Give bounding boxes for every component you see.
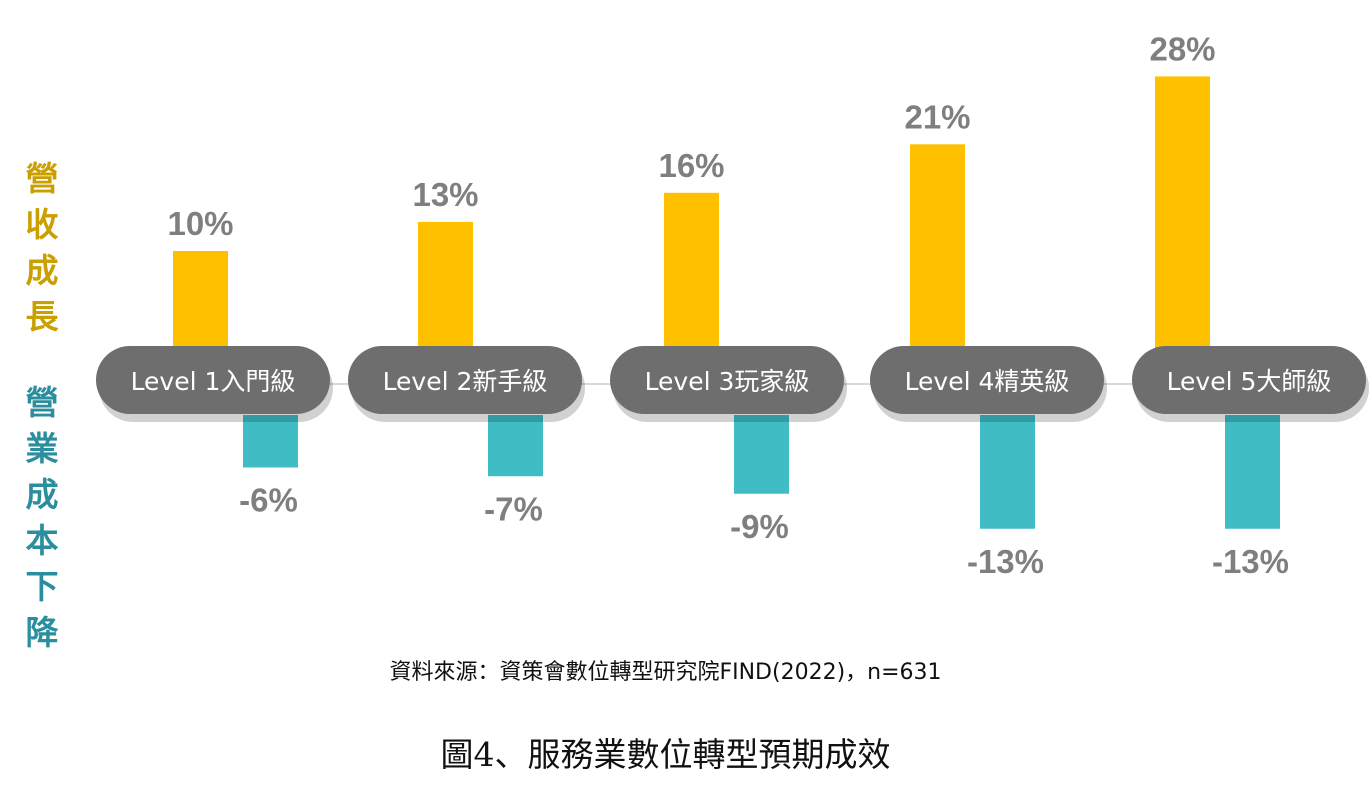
growth-bar	[1155, 76, 1210, 349]
cost-reduction-label-char: 下	[25, 567, 59, 606]
figure-caption: 圖4、服務業數位轉型預期成效	[440, 735, 891, 774]
cost-bar	[243, 415, 298, 468]
revenue-growth-label-char: 成	[25, 251, 59, 290]
growth-bar	[910, 144, 965, 348]
level-label: Level 4精英級	[905, 367, 1070, 396]
level-pill	[870, 346, 1104, 414]
cost-bar	[1225, 415, 1280, 529]
level-label: Level 3玩家級	[645, 367, 810, 396]
growth-bar	[173, 251, 228, 348]
revenue-growth-label-char: 營	[25, 159, 59, 198]
revenue-growth-axis-label: 營收成長	[22, 156, 62, 340]
cost-reduction-label-char: 本	[25, 521, 59, 560]
level-pill	[348, 346, 582, 414]
cost-reduction-label-char: 業	[25, 429, 59, 468]
growth-bar	[664, 192, 719, 348]
revenue-growth-label-char: 收	[25, 205, 59, 244]
cost-value-label: -7%	[484, 490, 543, 527]
cost-reduction-label-char: 營	[25, 383, 59, 422]
growth-value-label: 21%	[904, 98, 970, 135]
level-label: Level 1入門級	[131, 367, 296, 396]
growth-value-label: 13%	[412, 176, 478, 213]
cost-bar	[488, 415, 543, 477]
level-label: Level 2新手級	[383, 367, 548, 396]
level-pill	[1132, 346, 1366, 414]
cost-reduction-label-char: 降	[25, 613, 59, 652]
growth-bar	[418, 221, 473, 348]
cost-reduction-label-char: 成	[25, 475, 59, 514]
cost-bar	[980, 415, 1035, 529]
revenue-growth-label-char: 長	[25, 297, 59, 336]
cost-value-label: -13%	[967, 543, 1044, 580]
level-pill	[610, 346, 844, 414]
cost-value-label: -6%	[239, 482, 298, 519]
source-note: 資料來源：資策會數位轉型研究院FIND(2022)，n=631	[389, 660, 942, 685]
cost-value-label: -13%	[1212, 543, 1289, 580]
growth-value-label: 28%	[1149, 30, 1215, 67]
level-pill	[96, 346, 330, 414]
level-label: Level 5大師級	[1167, 367, 1332, 396]
cost-reduction-axis-label: 營業成本下降	[22, 380, 62, 656]
cost-value-label: -9%	[730, 508, 789, 545]
growth-value-label: 16%	[658, 147, 724, 184]
cost-bar	[734, 415, 789, 494]
growth-value-label: 10%	[167, 205, 233, 242]
